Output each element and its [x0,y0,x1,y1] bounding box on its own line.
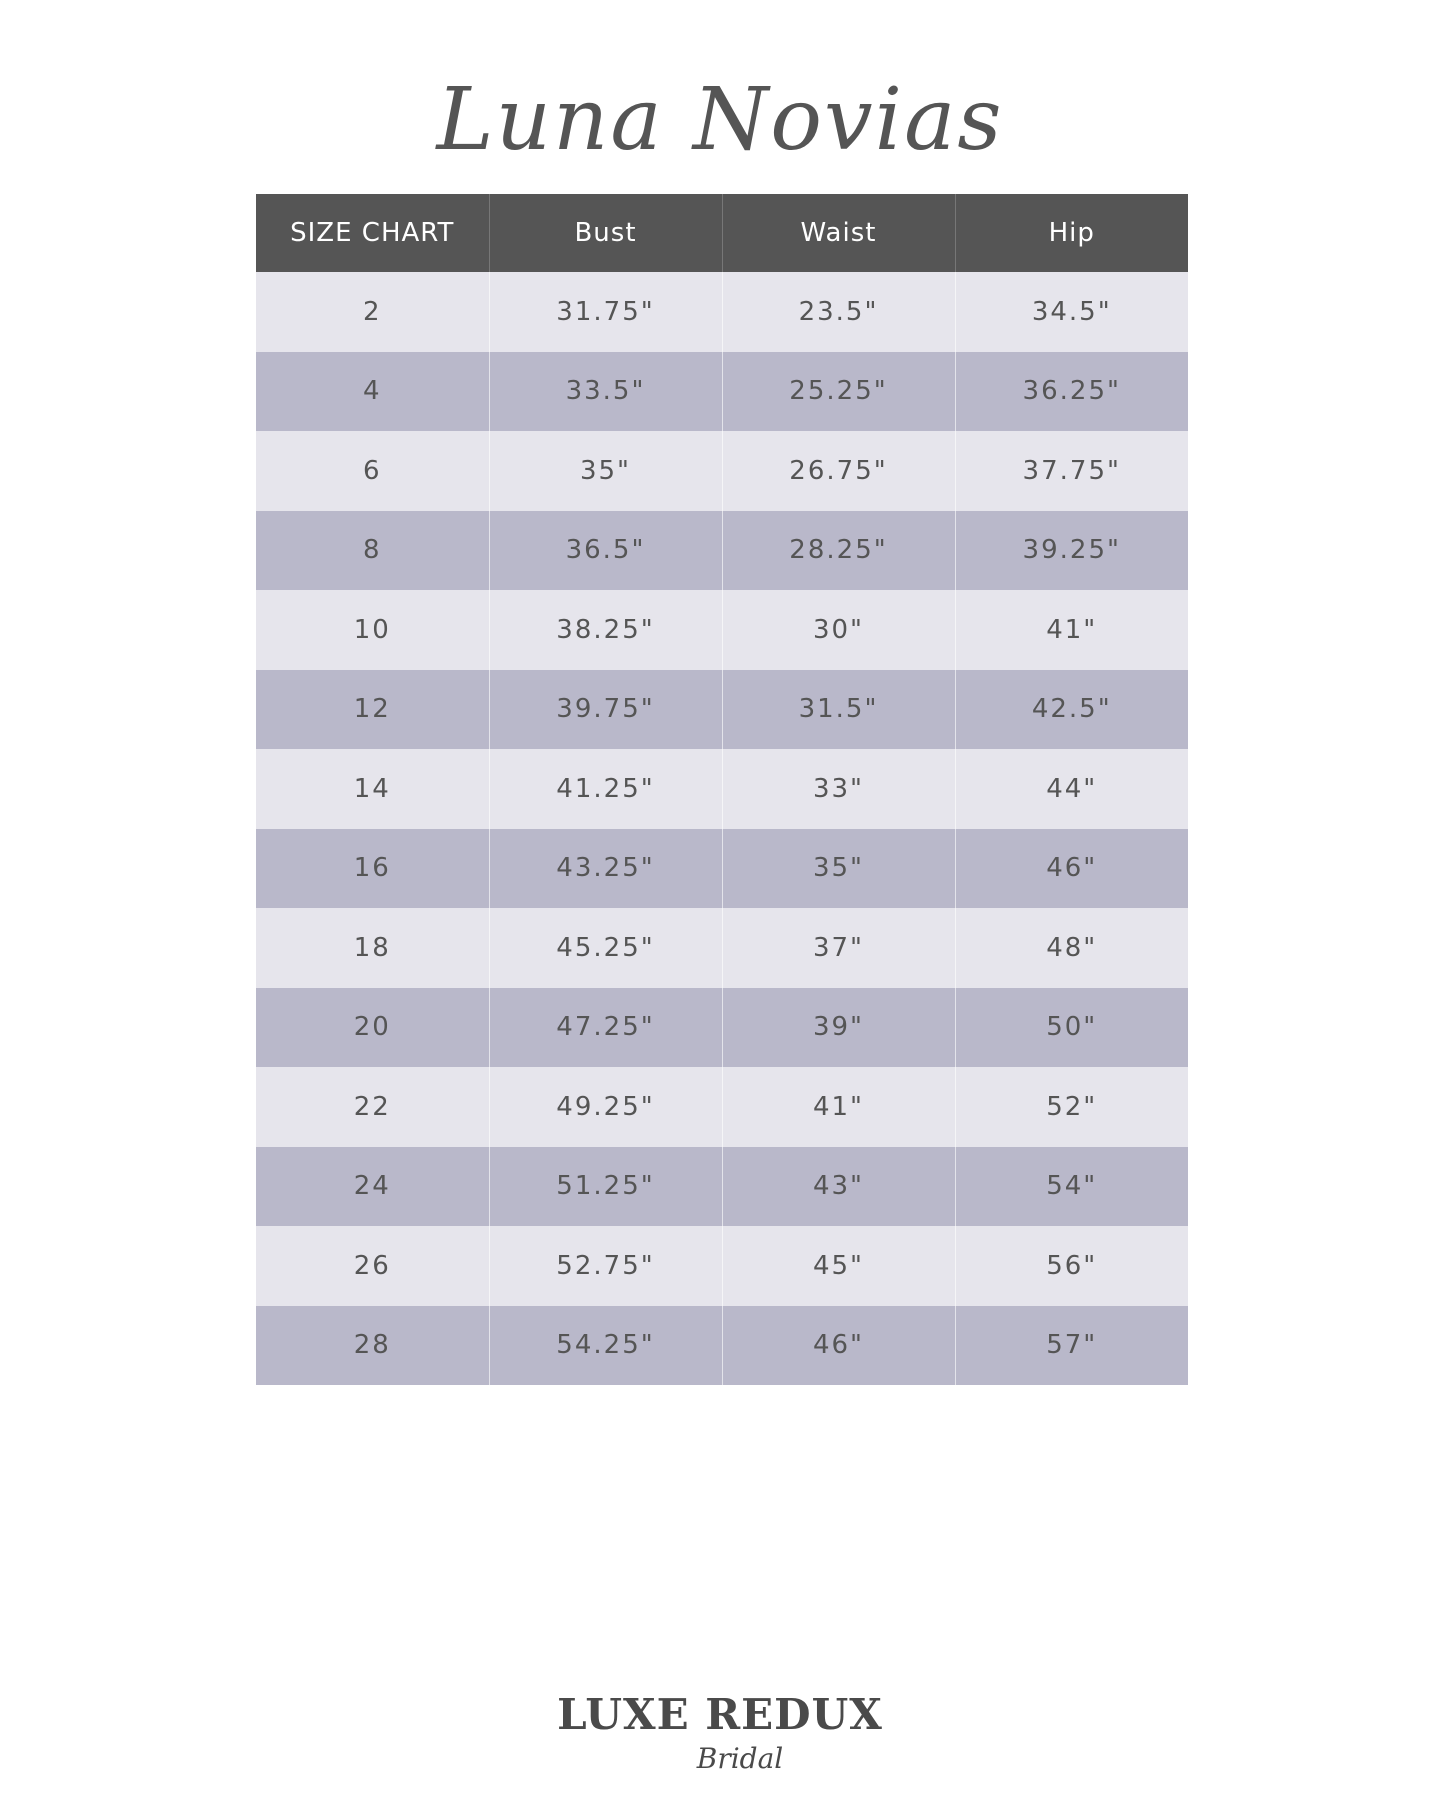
cell-hip: 37.75" [954,431,1188,511]
cell-hip: 34.5" [954,272,1188,352]
cell-bust: 39.75" [488,669,722,749]
cell-waist: 26.75" [721,431,955,511]
cell-waist: 30" [721,590,955,670]
cell-hip: 39.25" [954,510,1188,590]
table-row: 28 54.25" 46" 57" [256,1305,1188,1385]
brand-title: Luna Novias [436,70,1004,170]
cell-waist: 28.25" [721,510,955,590]
cell-waist: 43" [721,1146,955,1226]
cell-waist: 41" [721,1067,955,1147]
cell-size: 26 [256,1226,489,1306]
cell-bust: 45.25" [488,908,722,988]
cell-size: 10 [256,590,489,670]
cell-size: 8 [256,510,489,590]
cell-hip: 46" [954,828,1188,908]
cell-hip: 44" [954,749,1188,829]
cell-waist: 25.25" [721,351,955,431]
cell-waist: 45" [721,1226,955,1306]
cell-bust: 33.5" [488,351,722,431]
table-row: 22 49.25" 41" 52" [256,1067,1188,1147]
cell-bust: 47.25" [488,987,722,1067]
luxe-redux-logo: LUXE REDUX Bridal [0,1690,1440,1776]
cell-waist: 35" [721,828,955,908]
cell-size: 20 [256,987,489,1067]
cell-bust: 36.5" [488,510,722,590]
cell-size: 22 [256,1067,489,1147]
table-row: 26 52.75" 45" 56" [256,1226,1188,1306]
cell-size: 6 [256,431,489,511]
cell-hip: 57" [954,1305,1188,1385]
table-row: 12 39.75" 31.5" 42.5" [256,669,1188,749]
cell-hip: 54" [954,1146,1188,1226]
cell-hip: 56" [954,1226,1188,1306]
cell-hip: 48" [954,908,1188,988]
cell-waist: 31.5" [721,669,955,749]
cell-size: 24 [256,1146,489,1226]
table-row: 14 41.25" 33" 44" [256,749,1188,829]
header-waist: Waist [721,194,955,272]
table-row: 20 47.25" 39" 50" [256,987,1188,1067]
table-row: 6 35" 26.75" 37.75" [256,431,1188,511]
cell-size: 14 [256,749,489,829]
cell-size: 28 [256,1305,489,1385]
cell-hip: 36.25" [954,351,1188,431]
cell-size: 18 [256,908,489,988]
logo-main-text: LUXE REDUX [557,1690,883,1739]
table-row: 16 43.25" 35" 46" [256,828,1188,908]
cell-hip: 50" [954,987,1188,1067]
cell-bust: 54.25" [488,1305,722,1385]
table-row: 24 51.25" 43" 54" [256,1146,1188,1226]
table-row: 4 33.5" 25.25" 36.25" [256,351,1188,431]
table-row: 2 31.75" 23.5" 34.5" [256,272,1188,352]
cell-hip: 41" [954,590,1188,670]
cell-waist: 33" [721,749,955,829]
cell-waist: 46" [721,1305,955,1385]
cell-bust: 52.75" [488,1226,722,1306]
cell-bust: 51.25" [488,1146,722,1226]
cell-bust: 31.75" [488,272,722,352]
logo-sub-text: Bridal [696,1742,784,1775]
table-row: 10 38.25" 30" 41" [256,590,1188,670]
cell-waist: 23.5" [721,272,955,352]
cell-bust: 41.25" [488,749,722,829]
size-chart-table: SIZE CHART Bust Waist Hip 2 31.75" 23.5" 34… [256,194,1188,1385]
header-bust: Bust [488,194,722,272]
cell-bust: 43.25" [488,828,722,908]
cell-size: 16 [256,828,489,908]
cell-size: 12 [256,669,489,749]
cell-hip: 42.5" [954,669,1188,749]
header-size: SIZE CHART [256,194,489,272]
header-hip: Hip [954,194,1188,272]
table-header-row: SIZE CHART Bust Waist Hip [256,194,1188,272]
cell-bust: 38.25" [488,590,722,670]
cell-hip: 52" [954,1067,1188,1147]
table-row: 8 36.5" 28.25" 39.25" [256,510,1188,590]
cell-waist: 39" [721,987,955,1067]
table-row: 18 45.25" 37" 48" [256,908,1188,988]
cell-waist: 37" [721,908,955,988]
cell-bust: 49.25" [488,1067,722,1147]
cell-size: 4 [256,351,489,431]
cell-size: 2 [256,272,489,352]
cell-bust: 35" [488,431,722,511]
